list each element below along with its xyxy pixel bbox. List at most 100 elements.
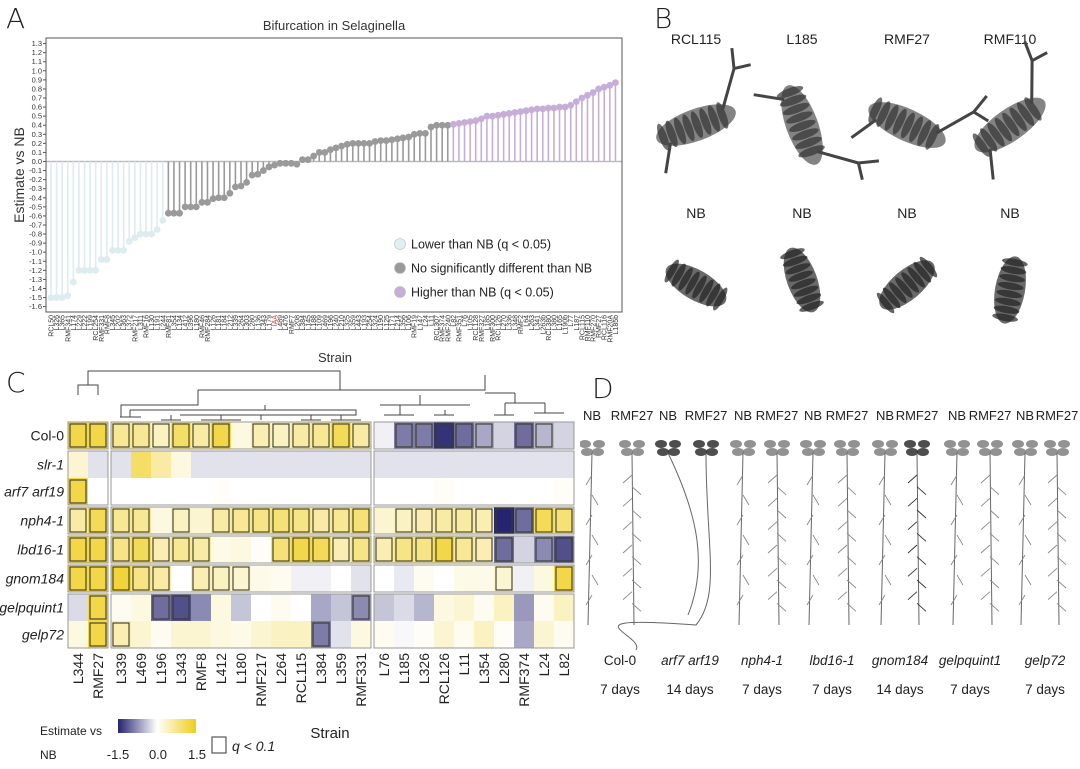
heatmap-cell xyxy=(554,422,574,449)
lollipop-point xyxy=(438,121,446,129)
y-tick-label: 0.8 xyxy=(32,84,42,93)
x-tick-label: RMF81 xyxy=(166,315,173,338)
lollipop-point xyxy=(483,112,491,120)
heatmap-cell xyxy=(171,621,191,648)
column-label: L185 xyxy=(396,653,412,684)
lollipop-point xyxy=(455,120,463,127)
lollipop-point xyxy=(125,237,133,245)
chart-title: Bifurcation in Selaginella xyxy=(263,18,406,33)
x-tick-label: RMF19 xyxy=(412,315,419,338)
heatmap-cell xyxy=(68,451,88,478)
heatmap-cell xyxy=(88,422,108,449)
seedling-nb xyxy=(800,440,826,626)
lollipop-point xyxy=(310,152,318,160)
heatmap-cell xyxy=(331,594,351,621)
column-label: L76 xyxy=(376,653,392,677)
lollipop-point xyxy=(287,159,295,167)
significance-box xyxy=(352,423,370,448)
heatmap-cell xyxy=(271,565,291,592)
row-label: Col-0 xyxy=(31,428,65,444)
heatmap-cell xyxy=(231,594,251,621)
significance-box xyxy=(475,508,493,533)
significance-box xyxy=(69,537,87,562)
panel-label-a: A xyxy=(6,2,26,35)
column-label: RMF374 xyxy=(516,653,532,707)
lollipop-point xyxy=(164,209,172,217)
x-tick-label: L105 xyxy=(468,315,475,331)
column-label: L343 xyxy=(173,653,189,684)
x-tick-label: L384 xyxy=(300,315,307,331)
x-tick-label: RMF351 xyxy=(456,315,463,342)
lollipop-point xyxy=(444,121,452,129)
lollipop-point xyxy=(226,189,234,197)
heatmap-cell xyxy=(211,594,231,621)
significance-box xyxy=(312,423,330,448)
x-tick-label: RCL380 xyxy=(546,315,553,341)
heatmap-cell xyxy=(88,507,108,534)
significance-box xyxy=(495,508,513,533)
lollipop-point xyxy=(461,119,468,126)
y-tick-label: -0.8 xyxy=(29,230,42,239)
x-tick-label: L188 xyxy=(311,315,318,331)
lollipop-point xyxy=(265,163,273,171)
heatmap-cell xyxy=(474,478,494,505)
lollipop-point xyxy=(349,139,357,147)
lollipop-point xyxy=(612,79,619,86)
y-tick-label: 0.9 xyxy=(32,75,42,84)
y-tick-label: -0.6 xyxy=(29,211,42,220)
heatmap-cell xyxy=(131,451,151,478)
x-tick-label: RMF46 xyxy=(199,315,206,338)
y-tick-label: -1.1 xyxy=(29,257,42,266)
y-tick-label: -0.9 xyxy=(29,239,42,248)
seedling-label-treatment: RMF27 xyxy=(969,408,1012,423)
heatmap-cell xyxy=(554,451,574,478)
heatmap-cell xyxy=(211,536,231,563)
x-tick-label: RMF327 xyxy=(479,315,486,342)
heatmap-cell xyxy=(191,478,211,505)
significance-box xyxy=(535,537,553,562)
heatmap-cell xyxy=(211,422,231,449)
heatmap-cell xyxy=(434,422,454,449)
lollipop-point xyxy=(131,234,139,242)
lollipop-point xyxy=(215,194,223,202)
x-tick-label: L345 xyxy=(110,315,117,331)
significance-box xyxy=(455,537,473,562)
image-label-bottom: NB xyxy=(792,205,811,221)
genotype-label: Col-0 xyxy=(604,653,636,668)
y-tick-label: 0.2 xyxy=(32,139,42,148)
significance-box xyxy=(332,537,350,562)
seedling-label-treatment: RMF27 xyxy=(756,408,799,423)
heatmap-cell xyxy=(454,621,474,648)
significance-box xyxy=(475,423,493,448)
lollipop-point xyxy=(533,105,541,113)
heatmap-cell xyxy=(88,565,108,592)
lollipop-point xyxy=(539,105,547,113)
image-label-top: L185 xyxy=(786,31,817,47)
y-tick-label: 0.5 xyxy=(32,112,42,121)
x-tick-label: L489 xyxy=(278,315,285,331)
heatmap-cell xyxy=(291,594,311,621)
primary-root xyxy=(916,452,920,626)
heatmap-cell xyxy=(374,536,394,563)
significance-box xyxy=(332,423,350,448)
lollipop-point xyxy=(595,85,603,93)
row-label: nph4-1 xyxy=(20,513,64,529)
significance-box xyxy=(332,508,350,533)
significance-box xyxy=(89,508,107,533)
heatmap-cell xyxy=(111,422,131,449)
significance-box xyxy=(89,622,107,647)
x-tick-label: RCL307 xyxy=(434,315,441,341)
x-tick-label: L380 xyxy=(551,315,558,331)
heatmap-cell xyxy=(374,594,394,621)
heatmap-cell xyxy=(331,536,351,563)
cluster-block-outline xyxy=(110,535,372,564)
y-tick-label: 0.4 xyxy=(32,121,42,130)
heatmap-cell xyxy=(534,507,554,534)
x-tick-label: L77 xyxy=(568,315,575,327)
x-tick-label: L212 xyxy=(227,315,234,331)
column-label: RCL126 xyxy=(436,653,452,705)
selaginella-nb-image xyxy=(664,259,728,311)
lollipop-point xyxy=(64,292,72,300)
significance-box xyxy=(89,566,107,591)
genotype-label: nph4-1 xyxy=(741,653,783,668)
